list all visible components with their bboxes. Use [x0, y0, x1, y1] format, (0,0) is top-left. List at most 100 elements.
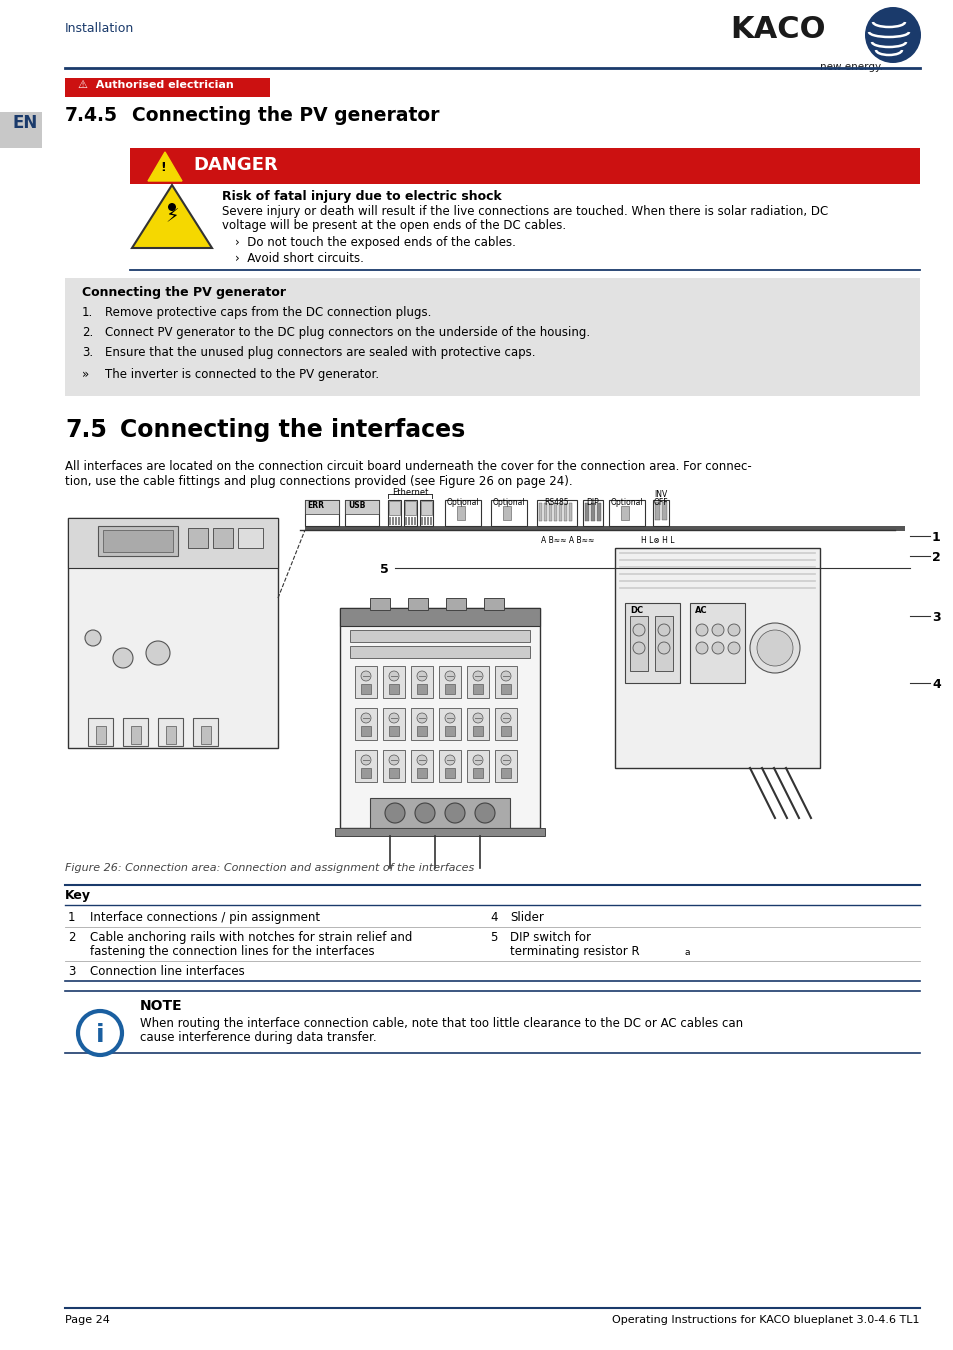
Bar	[446, 598, 465, 610]
Bar	[388, 500, 400, 526]
Text: Page 24: Page 24	[65, 1315, 110, 1324]
Bar	[416, 768, 427, 778]
Circle shape	[500, 671, 511, 680]
Bar	[408, 517, 410, 525]
Text: H L⊗ H L: H L⊗ H L	[640, 536, 674, 545]
Bar	[473, 684, 482, 694]
Bar	[96, 726, 106, 744]
Bar	[389, 501, 399, 514]
Polygon shape	[132, 185, 212, 248]
Bar	[355, 751, 376, 782]
Text: Ensure that the unused plug connectors are sealed with protective caps.: Ensure that the unused plug connectors a…	[105, 346, 535, 359]
Bar	[438, 707, 460, 740]
Text: Connecting the PV generator: Connecting the PV generator	[132, 107, 439, 126]
Circle shape	[444, 713, 455, 724]
Text: 4: 4	[931, 678, 940, 691]
Bar	[473, 726, 482, 736]
Text: Ethernet: Ethernet	[392, 487, 428, 497]
Bar	[65, 78, 270, 97]
Bar	[420, 501, 432, 514]
Text: Interface connections / pin assignment: Interface connections / pin assignment	[90, 911, 320, 923]
Bar	[495, 751, 517, 782]
Bar	[582, 500, 602, 526]
Circle shape	[500, 713, 511, 724]
Bar	[624, 603, 679, 683]
Circle shape	[415, 803, 435, 824]
Circle shape	[658, 643, 669, 653]
Bar	[68, 518, 277, 748]
Circle shape	[757, 630, 792, 666]
Text: a: a	[684, 948, 690, 957]
Circle shape	[389, 671, 398, 680]
Circle shape	[727, 624, 740, 636]
Bar	[414, 517, 416, 525]
Bar	[427, 517, 429, 525]
Bar	[543, 504, 547, 521]
Bar	[345, 500, 378, 514]
Text: Connect PV generator to the DC plug connectors on the underside of the housing.: Connect PV generator to the DC plug conn…	[105, 325, 590, 339]
Text: Figure 26: Connection area: Connection and assignment of the interfaces: Figure 26: Connection area: Connection a…	[65, 863, 474, 873]
Bar	[389, 726, 398, 736]
Text: EN: EN	[13, 113, 38, 132]
Circle shape	[85, 630, 101, 647]
Text: Optional: Optional	[446, 498, 478, 508]
Circle shape	[633, 624, 644, 636]
Bar	[305, 500, 338, 526]
Bar	[430, 517, 432, 525]
Text: DIP: DIP	[586, 498, 598, 508]
Bar	[584, 504, 588, 521]
Text: OFF: OFF	[653, 498, 668, 508]
Bar	[473, 768, 482, 778]
Text: RS485: RS485	[544, 498, 569, 508]
Text: 1: 1	[931, 531, 940, 544]
Circle shape	[633, 643, 644, 653]
Circle shape	[416, 713, 427, 724]
Text: Remove protective caps from the DC connection plugs.: Remove protective caps from the DC conne…	[105, 306, 431, 319]
Bar	[420, 517, 422, 525]
Bar	[193, 718, 218, 747]
Bar	[652, 500, 668, 526]
Bar	[131, 726, 141, 744]
Text: Slider: Slider	[510, 911, 543, 923]
Text: Optional: Optional	[610, 498, 642, 508]
Bar	[305, 526, 904, 531]
Bar	[444, 726, 455, 736]
Bar	[370, 598, 390, 610]
Bar	[416, 726, 427, 736]
Text: cause interference during data transfer.: cause interference during data transfer.	[140, 1031, 376, 1044]
Text: Installation: Installation	[65, 22, 134, 35]
Circle shape	[360, 671, 371, 680]
Text: 3.: 3.	[82, 346, 93, 359]
Circle shape	[416, 671, 427, 680]
Circle shape	[473, 713, 482, 724]
Bar	[405, 517, 407, 525]
Bar	[444, 500, 480, 526]
Bar	[444, 684, 455, 694]
Circle shape	[475, 803, 495, 824]
Text: KACO: KACO	[729, 15, 824, 45]
Bar	[88, 718, 112, 747]
Bar	[382, 751, 405, 782]
Bar	[411, 751, 433, 782]
Circle shape	[864, 7, 920, 63]
Text: USB: USB	[348, 501, 365, 510]
Circle shape	[416, 755, 427, 765]
Circle shape	[444, 671, 455, 680]
Text: 2: 2	[931, 551, 940, 564]
Bar	[558, 504, 562, 521]
Text: Operating Instructions for KACO blueplanet 3.0-4.6 TL1: Operating Instructions for KACO blueplan…	[612, 1315, 919, 1324]
Bar	[0, 112, 42, 148]
Text: 4: 4	[490, 911, 497, 923]
Text: 3: 3	[931, 612, 940, 624]
Text: Cable anchoring rails with notches for strain relief and: Cable anchoring rails with notches for s…	[90, 931, 412, 944]
Bar	[689, 603, 744, 683]
Bar	[590, 504, 595, 521]
Bar	[68, 518, 277, 568]
Bar	[382, 666, 405, 698]
Circle shape	[696, 643, 707, 653]
Bar	[438, 666, 460, 698]
Bar	[355, 666, 376, 698]
Circle shape	[473, 755, 482, 765]
Circle shape	[696, 624, 707, 636]
Circle shape	[727, 643, 740, 653]
